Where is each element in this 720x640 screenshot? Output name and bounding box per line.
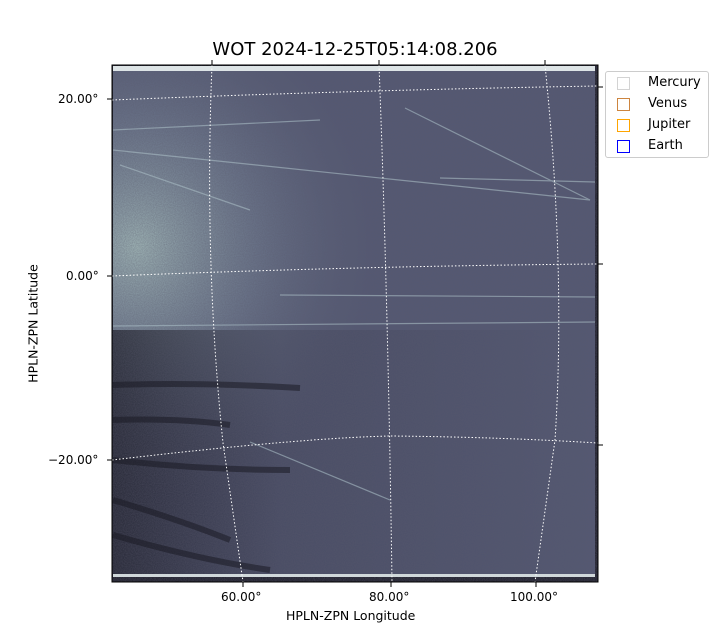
grid-lon-100 xyxy=(534,64,560,583)
x-tick-label: 80.00° xyxy=(369,590,410,604)
y-axis-label: HPLN-ZPN Latitude xyxy=(25,264,41,383)
image-data xyxy=(112,65,598,582)
coordinate-grid xyxy=(111,64,599,583)
y-tick-label: 20.00° xyxy=(58,92,99,106)
legend: Mercury Venus Jupiter Earth xyxy=(605,71,709,158)
legend-swatch xyxy=(617,119,630,132)
legend-label: Venus xyxy=(648,96,688,111)
x-tick-label: 60.00° xyxy=(221,590,262,604)
legend-label: Jupiter xyxy=(648,117,691,132)
legend-swatch xyxy=(617,77,630,90)
chart-title: WOT 2024-12-25T05:14:08.206 xyxy=(212,39,498,60)
legend-swatch xyxy=(617,140,630,153)
legend-label: Earth xyxy=(648,138,683,153)
grid-lat-0 xyxy=(111,263,599,277)
legend-label: Mercury xyxy=(648,75,701,90)
legend-swatch xyxy=(617,98,630,111)
y-tick-label: −20.00° xyxy=(48,453,99,467)
ticks xyxy=(107,60,603,587)
axes-frame xyxy=(111,64,599,583)
x-axis-label: HPLN-ZPN Longitude xyxy=(286,608,416,623)
grid-lat-20 xyxy=(111,85,599,101)
x-tick-label: 100.00° xyxy=(510,590,558,604)
grid-lat-minus20 xyxy=(111,435,599,461)
y-tick-label: 0.00° xyxy=(66,269,99,283)
